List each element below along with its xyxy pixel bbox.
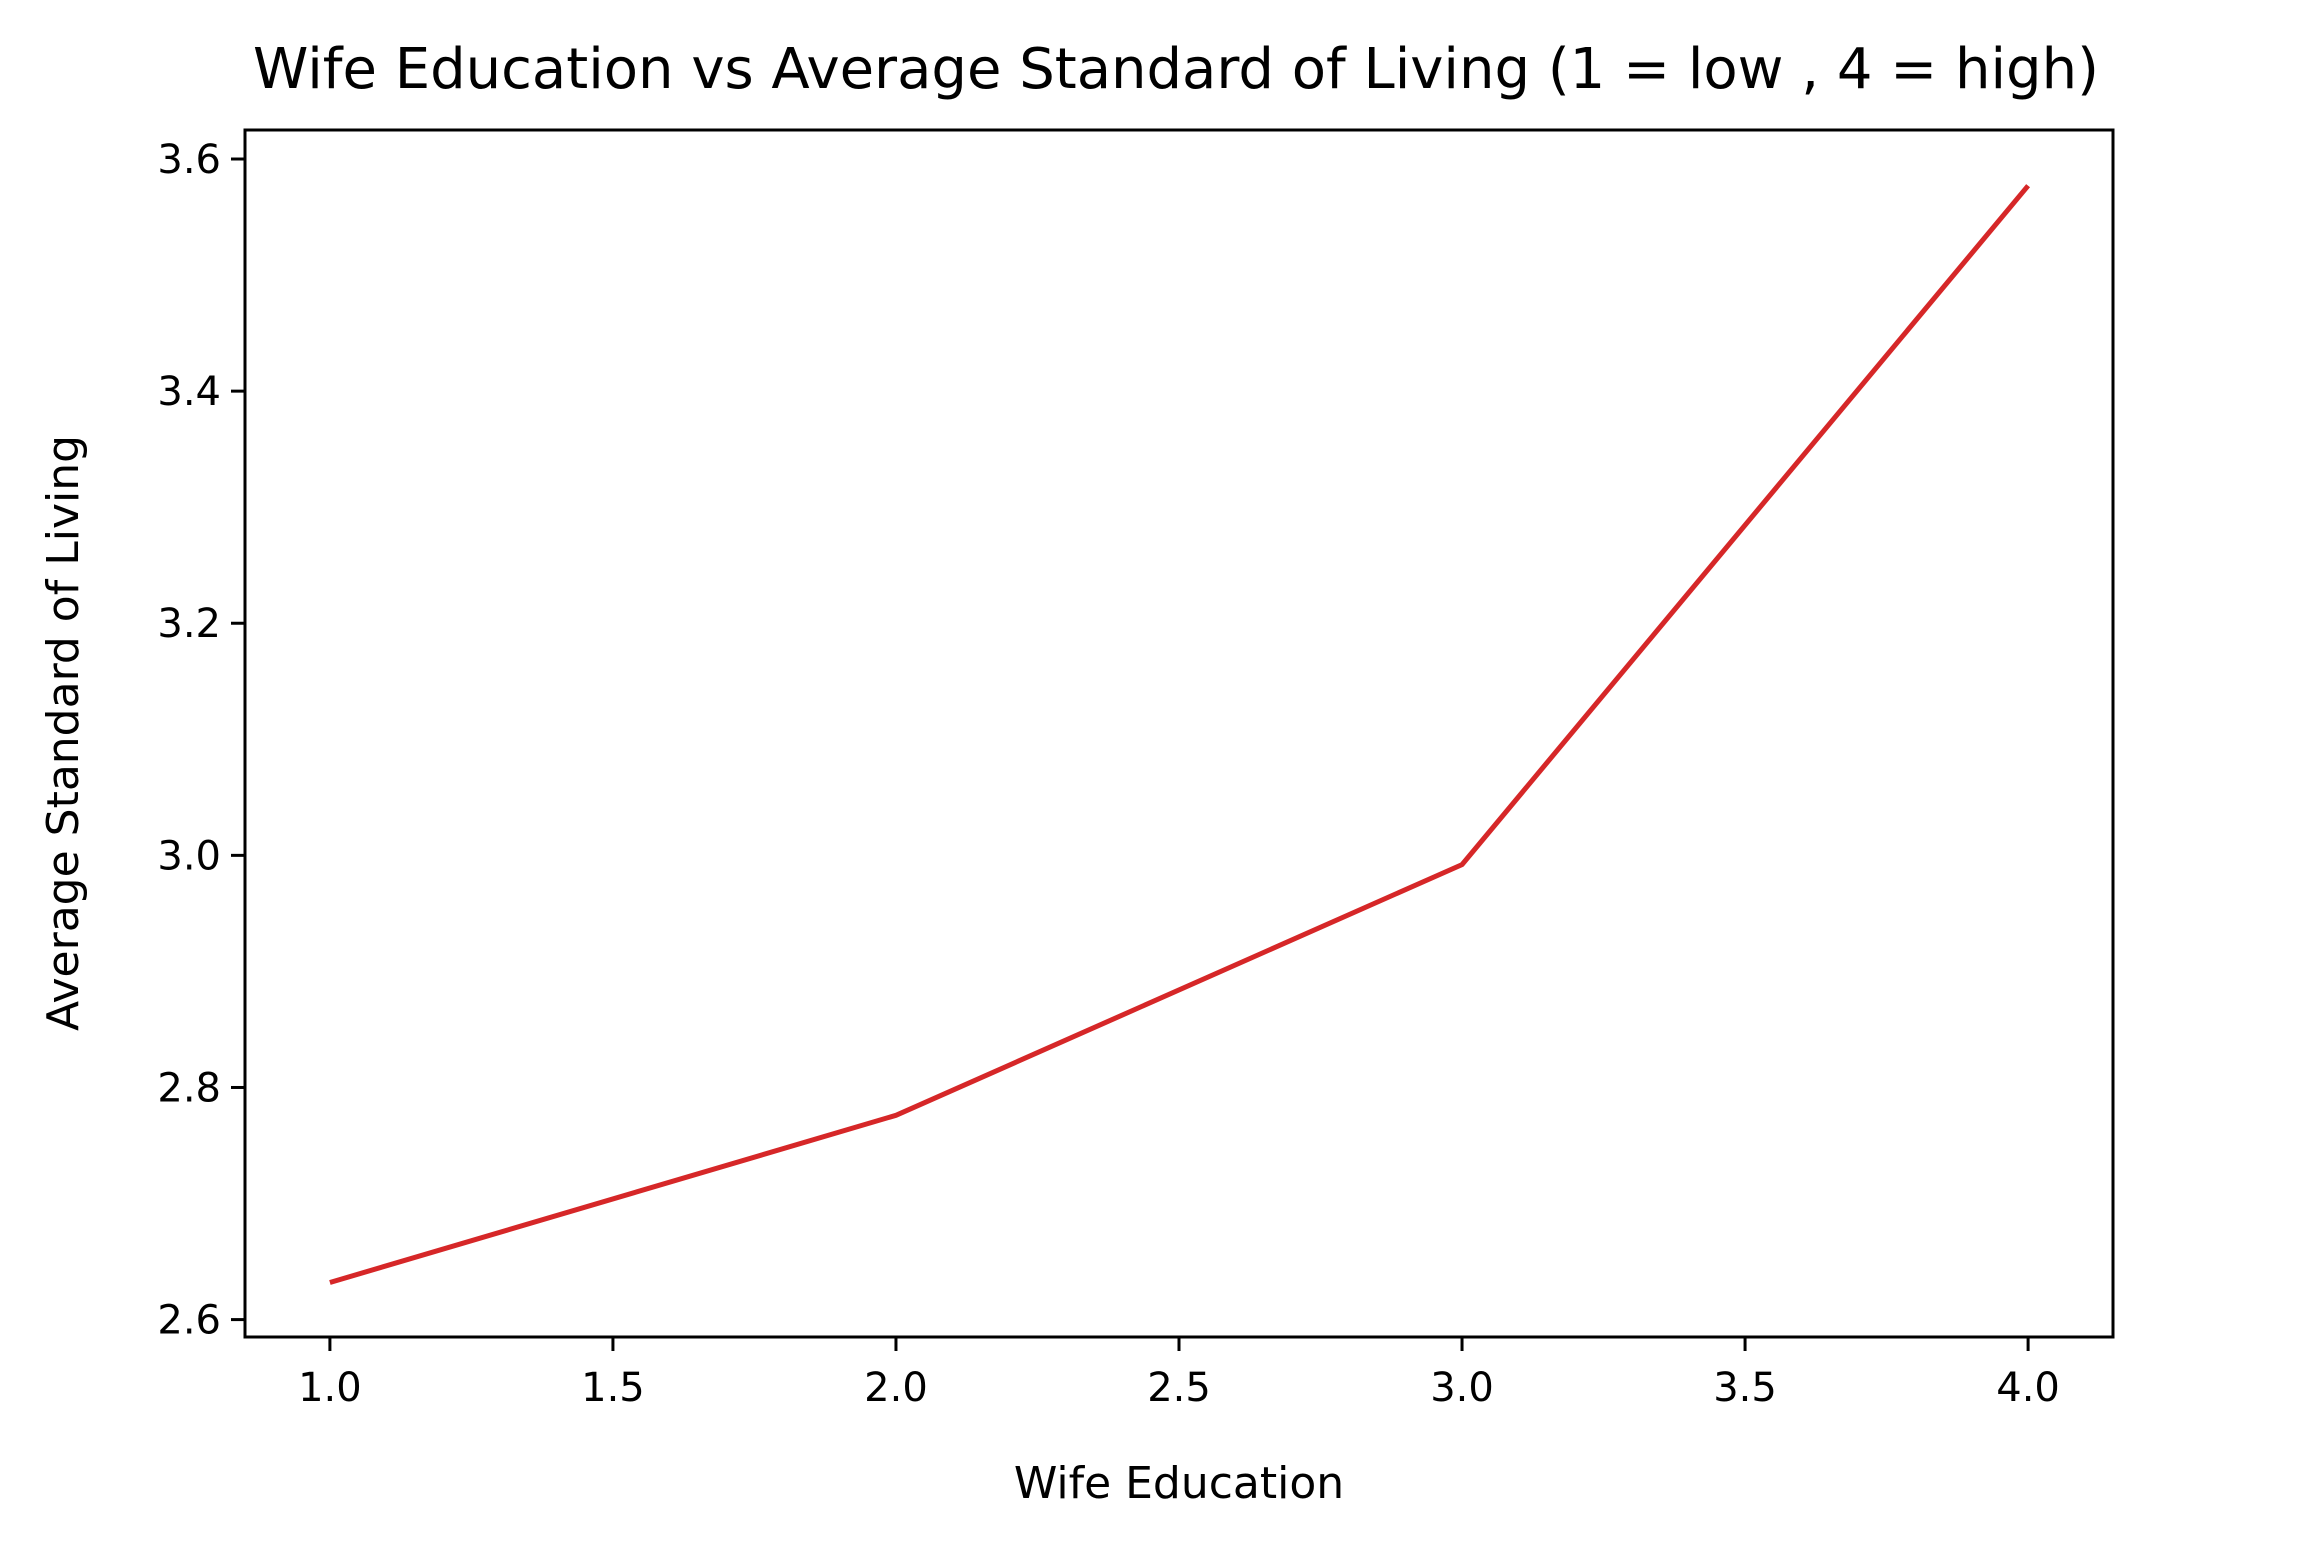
plot-area-frame xyxy=(243,128,2115,1339)
x-tick-label: 3.0 xyxy=(1430,1365,1494,1411)
y-tick-label: 3.0 xyxy=(157,833,221,879)
y-tick-label: 2.8 xyxy=(157,1065,221,1111)
y-axis-label: Average Standard of Living xyxy=(38,435,89,1031)
x-tick-label: 1.0 xyxy=(298,1365,362,1411)
y-tick-label: 3.4 xyxy=(157,369,221,415)
series-layer xyxy=(329,184,2031,1285)
x-tick-label: 2.5 xyxy=(1147,1365,1211,1411)
x-axis-label: Wife Education xyxy=(1014,1458,1344,1509)
x-axis-ticks: 1.0 1.5 2.0 2.5 3.0 3.5 4.0 xyxy=(298,1337,2060,1411)
chart-title: Wife Education vs Average Standard of Li… xyxy=(253,37,2099,102)
series-line xyxy=(329,184,2031,1285)
x-tick-label: 1.5 xyxy=(581,1365,645,1411)
x-tick-label: 3.5 xyxy=(1713,1365,1777,1411)
y-tick-label: 3.2 xyxy=(157,601,221,647)
y-axis-ticks: 2.6 2.8 3.0 3.2 3.4 3.6 xyxy=(157,137,245,1344)
x-tick-label: 4.0 xyxy=(1996,1365,2060,1411)
y-tick-label: 2.6 xyxy=(157,1298,221,1344)
x-tick-label: 2.0 xyxy=(864,1365,928,1411)
y-tick-label: 3.6 xyxy=(157,137,221,183)
